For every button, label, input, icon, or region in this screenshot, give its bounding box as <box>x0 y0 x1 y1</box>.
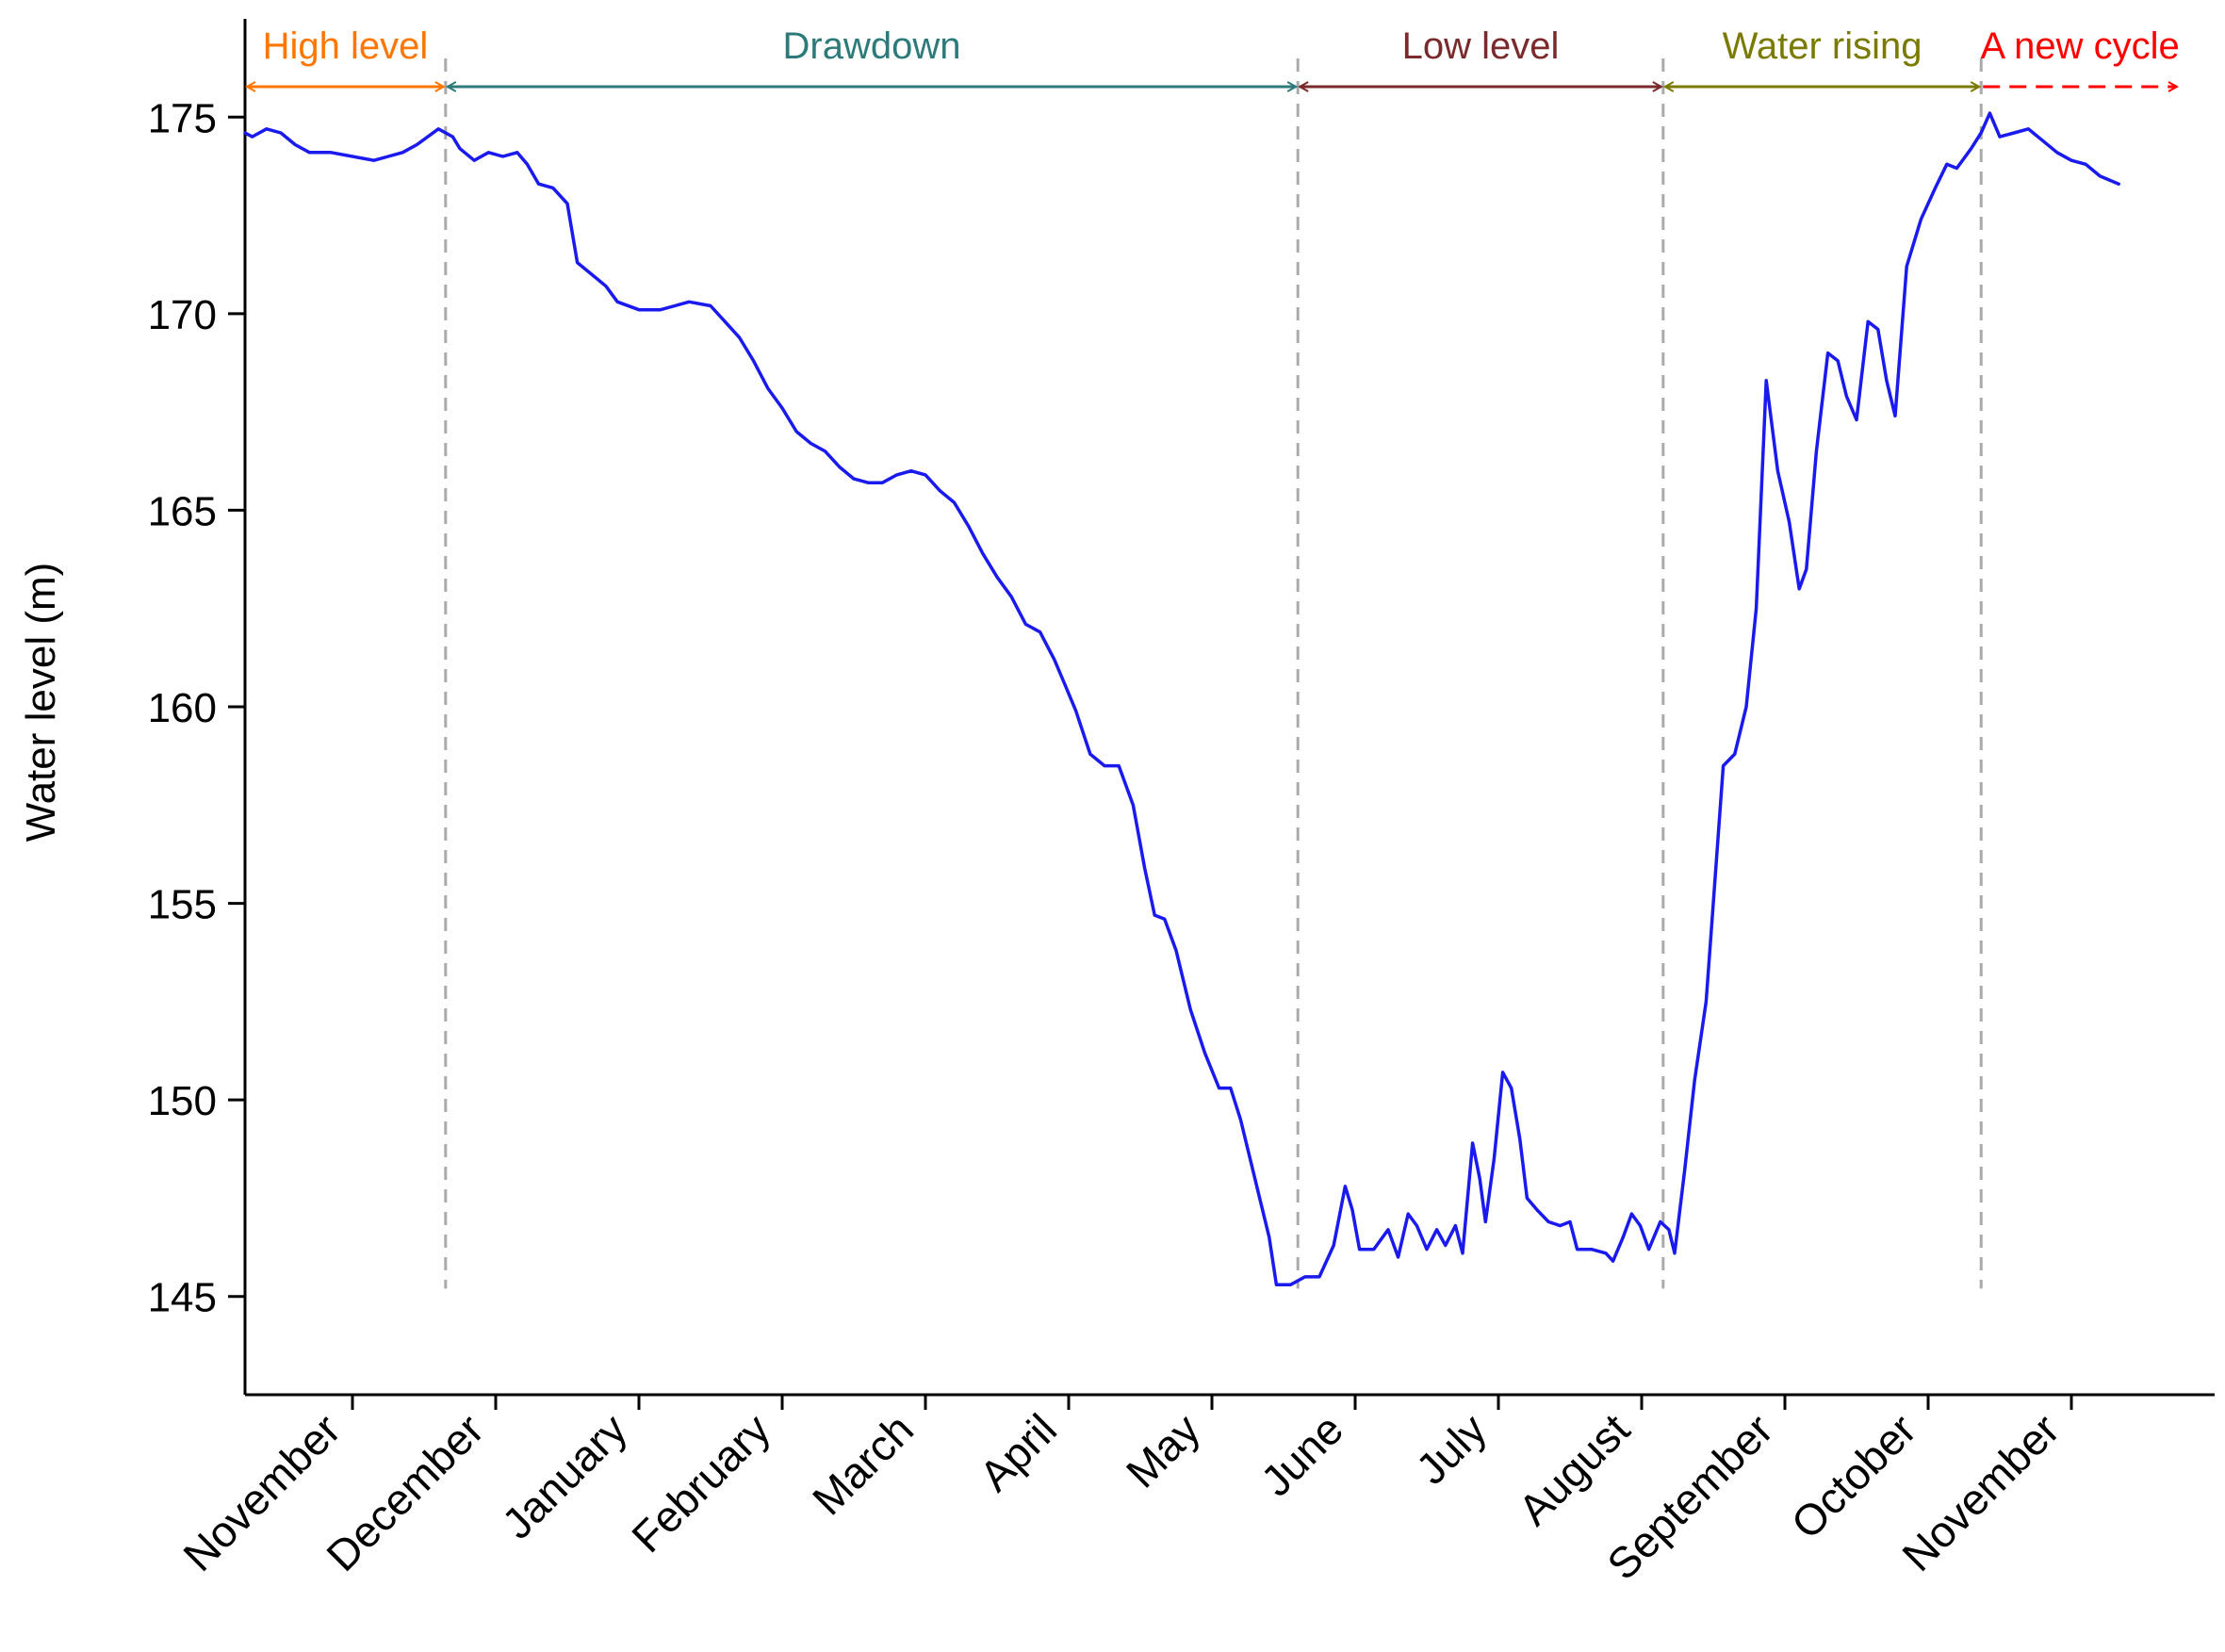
phase-label-a-new-cycle: A new cycle <box>1981 25 2180 67</box>
y-tick-label: 155 <box>148 882 217 928</box>
x-tick-label-february: February <box>622 1404 779 1562</box>
phase-label-water-rising: Water rising <box>1723 25 1922 67</box>
x-tick-label-january: January <box>493 1404 636 1547</box>
y-tick-label: 165 <box>148 488 217 534</box>
x-tick-label-march: March <box>803 1404 923 1524</box>
x-tick-label-july: July <box>1406 1404 1496 1494</box>
y-tick-label: 175 <box>148 95 217 141</box>
water-level-series-line <box>243 111 2120 1286</box>
x-tick-label-june: June <box>1252 1404 1352 1505</box>
phase-label-drawdown: Drawdown <box>783 25 961 67</box>
y-tick-label: 145 <box>148 1275 217 1321</box>
y-tick-label: 160 <box>148 685 217 731</box>
x-tick-label-november: November <box>173 1404 350 1580</box>
phase-label-low-level: Low level <box>1402 25 1560 67</box>
x-tick-label-august: August <box>1509 1404 1639 1534</box>
phase-label-high-level: High level <box>263 25 429 67</box>
y-axis-title: Water level (m) <box>18 563 64 842</box>
x-tick-label-april: April <box>970 1404 1066 1500</box>
x-tick-label-november: November <box>1892 1404 2069 1580</box>
y-tick-label: 150 <box>148 1078 217 1124</box>
x-tick-label-may: May <box>1117 1404 1209 1497</box>
x-tick-label-december: December <box>317 1404 493 1580</box>
x-tick-label-october: October <box>1782 1404 1925 1547</box>
y-tick-label: 170 <box>148 292 217 338</box>
